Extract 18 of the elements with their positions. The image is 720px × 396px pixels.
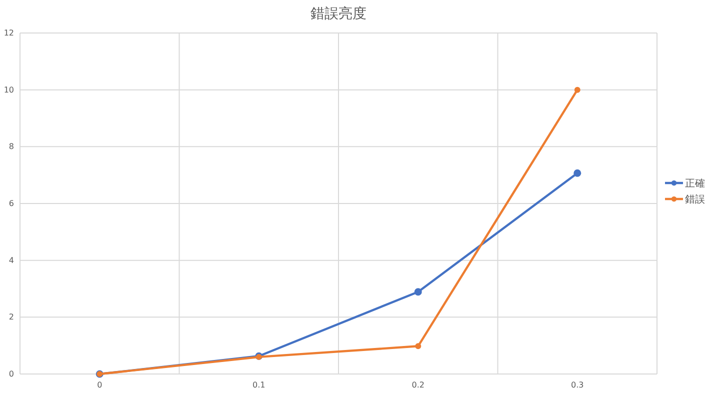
y-tick-label: 4 (8, 256, 14, 265)
y-tick-label: 12 (4, 28, 14, 38)
legend-label: 錯誤 (685, 194, 705, 206)
legend-label: 正確 (685, 178, 705, 190)
point (414, 288, 422, 296)
y-tick-label: 2 (8, 312, 14, 322)
x-tick-label: 0.3 (571, 380, 584, 390)
x-tick-label: 0 (97, 380, 102, 390)
x-tick-label: 0.2 (412, 380, 424, 390)
point (574, 86, 580, 93)
point (574, 169, 582, 177)
x-tick-label: 0.1 (252, 380, 266, 390)
point (415, 343, 422, 350)
y-tick-label: 6 (8, 199, 14, 208)
chart-title: 錯誤亮度 (310, 6, 366, 22)
y-tick-label: 8 (8, 142, 14, 152)
y-tick-label: 0 (8, 370, 14, 379)
y-tick-label: 10 (4, 85, 14, 94)
